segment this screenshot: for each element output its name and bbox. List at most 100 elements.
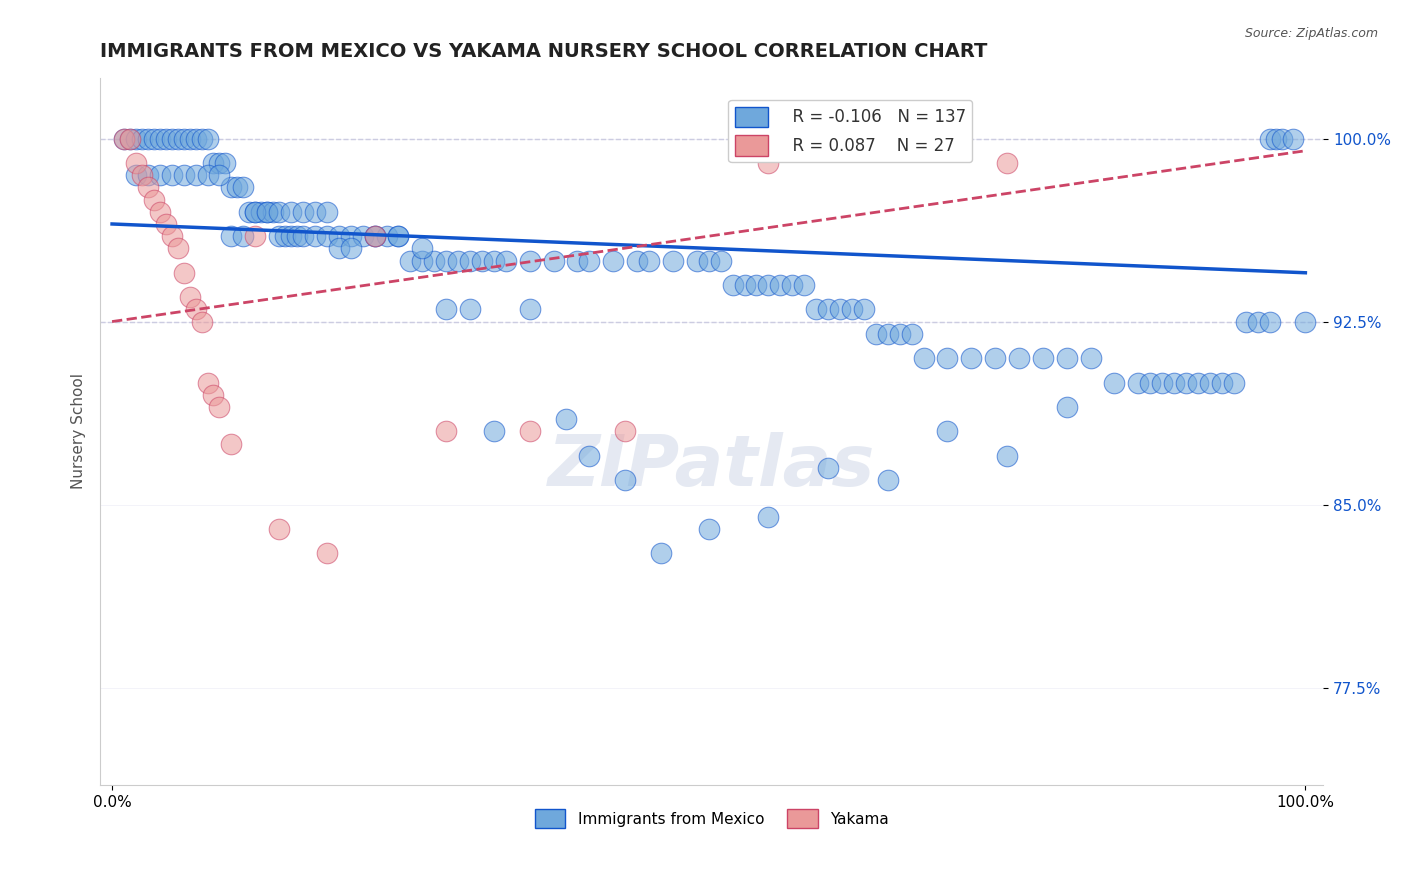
Point bbox=[136, 168, 159, 182]
Point bbox=[339, 241, 361, 255]
Point bbox=[269, 204, 291, 219]
Point bbox=[125, 131, 148, 145]
Point bbox=[411, 241, 433, 255]
Point bbox=[458, 302, 481, 317]
Point bbox=[184, 168, 207, 182]
Point bbox=[912, 351, 935, 366]
Point bbox=[697, 522, 720, 536]
Point bbox=[208, 400, 231, 414]
Point bbox=[423, 253, 446, 268]
Point bbox=[387, 229, 409, 244]
Point bbox=[339, 229, 361, 244]
Y-axis label: Nursery School: Nursery School bbox=[72, 374, 86, 490]
Point bbox=[173, 168, 195, 182]
Point bbox=[155, 131, 177, 145]
Point bbox=[960, 351, 983, 366]
Point bbox=[112, 131, 135, 145]
Point bbox=[112, 131, 135, 145]
Point bbox=[900, 326, 922, 341]
Point bbox=[543, 253, 565, 268]
Point bbox=[256, 204, 278, 219]
Point bbox=[817, 302, 839, 317]
Point bbox=[471, 253, 494, 268]
Point bbox=[155, 217, 177, 231]
Point bbox=[519, 425, 541, 439]
Point bbox=[304, 229, 326, 244]
Point bbox=[482, 425, 505, 439]
Point bbox=[197, 168, 219, 182]
Point bbox=[238, 204, 260, 219]
Point bbox=[519, 302, 541, 317]
Point bbox=[250, 204, 273, 219]
Point bbox=[118, 131, 141, 145]
Point bbox=[1264, 131, 1286, 145]
Point bbox=[285, 229, 308, 244]
Point bbox=[434, 302, 457, 317]
Point bbox=[554, 412, 576, 426]
Point bbox=[1056, 400, 1078, 414]
Point bbox=[758, 156, 780, 170]
Point bbox=[578, 253, 600, 268]
Point bbox=[638, 253, 661, 268]
Point bbox=[375, 229, 398, 244]
Point bbox=[245, 229, 267, 244]
Point bbox=[578, 449, 600, 463]
Point bbox=[1234, 314, 1257, 328]
Point bbox=[434, 425, 457, 439]
Point bbox=[173, 266, 195, 280]
Point bbox=[197, 131, 219, 145]
Text: ZIPatlas: ZIPatlas bbox=[548, 433, 876, 501]
Point bbox=[269, 522, 291, 536]
Point bbox=[1163, 376, 1185, 390]
Text: Source: ZipAtlas.com: Source: ZipAtlas.com bbox=[1244, 27, 1378, 40]
Point bbox=[482, 253, 505, 268]
Point bbox=[458, 253, 481, 268]
Point bbox=[876, 473, 898, 487]
Point bbox=[936, 425, 959, 439]
Point bbox=[1080, 351, 1102, 366]
Point bbox=[387, 229, 409, 244]
Point bbox=[291, 204, 314, 219]
Point bbox=[221, 229, 243, 244]
Point bbox=[280, 229, 302, 244]
Point bbox=[758, 509, 780, 524]
Point bbox=[256, 204, 278, 219]
Point bbox=[179, 131, 201, 145]
Point bbox=[363, 229, 385, 244]
Point bbox=[245, 204, 267, 219]
Point bbox=[352, 229, 374, 244]
Point bbox=[745, 277, 768, 292]
Point bbox=[995, 156, 1018, 170]
Point bbox=[865, 326, 887, 341]
Point bbox=[173, 131, 195, 145]
Point bbox=[495, 253, 517, 268]
Point bbox=[202, 156, 225, 170]
Point bbox=[1199, 376, 1222, 390]
Point bbox=[567, 253, 589, 268]
Point bbox=[304, 204, 326, 219]
Point bbox=[208, 168, 231, 182]
Point bbox=[1175, 376, 1198, 390]
Point bbox=[519, 253, 541, 268]
Point bbox=[190, 314, 212, 328]
Point bbox=[160, 168, 183, 182]
Point bbox=[1032, 351, 1054, 366]
Point bbox=[1294, 314, 1316, 328]
Point bbox=[184, 131, 207, 145]
Point bbox=[399, 253, 422, 268]
Point bbox=[315, 204, 337, 219]
Point bbox=[1223, 376, 1246, 390]
Point bbox=[1139, 376, 1161, 390]
Point bbox=[1211, 376, 1233, 390]
Point bbox=[614, 473, 637, 487]
Point bbox=[1282, 131, 1305, 145]
Point bbox=[841, 302, 863, 317]
Point bbox=[710, 253, 733, 268]
Point bbox=[363, 229, 385, 244]
Point bbox=[160, 131, 183, 145]
Point bbox=[804, 302, 827, 317]
Point bbox=[262, 204, 284, 219]
Point bbox=[1152, 376, 1174, 390]
Point bbox=[328, 229, 350, 244]
Point bbox=[149, 131, 172, 145]
